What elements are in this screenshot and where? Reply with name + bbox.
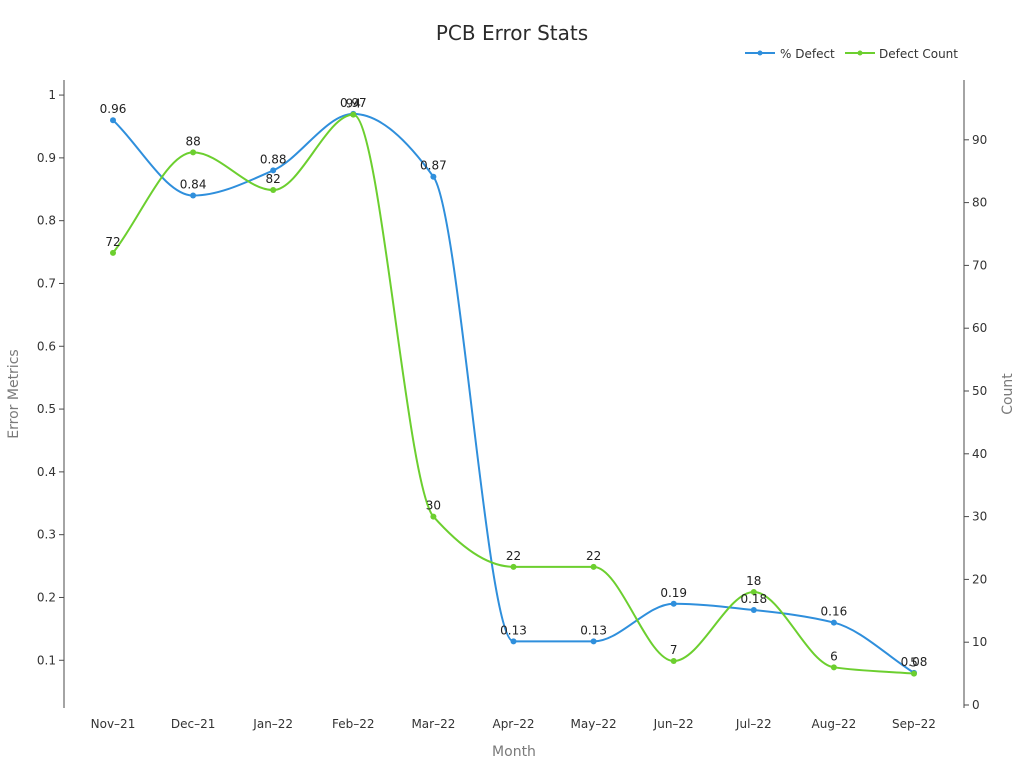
y-left-tick-label: 0.6	[37, 339, 56, 353]
data-point-percent-defect[interactable]	[270, 167, 277, 174]
x-tick-label: Mar–22	[411, 717, 455, 731]
x-tick-label: Aug–22	[812, 717, 857, 731]
data-point-percent-defect[interactable]	[510, 638, 517, 645]
x-tick-label: Feb–22	[332, 717, 375, 731]
data-point-defect-count[interactable]	[911, 670, 917, 677]
y-left-tick-label: 0.2	[37, 590, 56, 604]
x-tick-label: Apr–22	[492, 717, 534, 731]
chart-title: PCB Error Stats	[436, 21, 588, 45]
x-tick-label: Jan–22	[252, 717, 293, 731]
x-axis-ticks: Nov–21 Dec–21 Jan–22 Feb–22 Mar–22 Apr–22 May–…	[91, 717, 936, 731]
legend-marker-defect-count	[857, 50, 863, 56]
y-left-tick-label: 0.9	[37, 151, 56, 165]
data-label-defect-count: 82	[266, 172, 281, 186]
data-point-defect-count[interactable]	[110, 249, 116, 256]
x-tick-label: Dec–21	[171, 717, 216, 731]
data-point-defect-count[interactable]	[510, 563, 517, 570]
legend-item-defect-percent[interactable]: % Defect	[745, 47, 835, 61]
x-tick-label: May–22	[571, 717, 617, 731]
legend-marker-defect-percent	[757, 50, 763, 56]
data-label-defect-count: 7	[670, 643, 678, 657]
legend-label-defect-count: Defect Count	[879, 47, 958, 61]
data-point-defect-count[interactable]	[830, 664, 837, 671]
data-point-defect-count[interactable]	[350, 111, 357, 118]
data-label-percent-defect: 0.97	[340, 96, 367, 110]
data-point-defect-count[interactable]	[190, 149, 197, 156]
data-label-defect-count: 22	[506, 549, 521, 563]
data-label-defect-count: 30	[426, 499, 441, 513]
data-labels: 0.96 0.84 0.88 0.97 0.87 0.13 0.13 0.19 0.18 0.16…	[100, 96, 928, 670]
data-point-percent-defect[interactable]	[830, 619, 837, 626]
data-point-defect-count[interactable]	[270, 187, 277, 194]
x-axis-title: Month	[492, 744, 536, 760]
y-right-tick-label: 60	[972, 321, 987, 335]
data-label-percent-defect: 0.13	[500, 623, 527, 637]
legend-item-defect-count[interactable]: Defect Count	[845, 47, 958, 61]
y-right-tick-label: 80	[972, 196, 987, 210]
data-point-defect-count[interactable]	[590, 563, 597, 570]
data-point-percent-defect[interactable]	[110, 117, 116, 124]
series-line-percent-defect	[112, 112, 915, 674]
y-right-tick-label: 40	[972, 447, 987, 461]
data-point-defect-count[interactable]	[430, 513, 437, 520]
y-right-tick-label: 10	[972, 635, 987, 649]
data-label-percent-defect: 0.19	[660, 586, 687, 600]
x-tick-label: Jun–22	[653, 717, 694, 731]
data-label-defect-count: 72	[105, 235, 120, 249]
y-axis-left-ticks: 0.1 0.2 0.3 0.4 0.5 0.6 0.7 0.8 0.9 1	[37, 88, 64, 667]
data-label-defect-count: 88	[185, 134, 200, 148]
data-point-percent-defect[interactable]	[670, 600, 677, 607]
y-left-tick-label: 0.3	[37, 528, 56, 542]
y-left-tick-label: 1	[48, 88, 56, 102]
legend-label-defect-percent: % Defect	[780, 47, 835, 61]
series-lines	[112, 112, 915, 675]
y-left-tick-label: 0.7	[37, 276, 56, 290]
y-right-tick-label: 70	[972, 258, 987, 272]
y-right-tick-label: 30	[972, 510, 987, 524]
data-label-defect-count: 22	[586, 549, 601, 563]
data-point-percent-defect[interactable]	[190, 192, 197, 199]
y-right-tick-label: 0	[972, 698, 980, 712]
data-label-defect-count: 94	[346, 97, 361, 111]
data-label-defect-count: 18	[746, 574, 761, 588]
data-label-defect-count: 6	[830, 649, 838, 663]
y-left-tick-label: 0.8	[37, 214, 56, 228]
series-line-defect-count	[112, 113, 915, 675]
y-axis-right-title: Count	[1000, 373, 1016, 415]
y-left-tick-label: 0.4	[37, 465, 56, 479]
y-right-tick-label: 20	[972, 572, 987, 586]
x-tick-label: Sep–22	[892, 717, 936, 731]
y-right-tick-label: 50	[972, 384, 987, 398]
data-label-percent-defect: 0.84	[180, 178, 207, 192]
data-label-percent-defect: 0.87	[420, 159, 447, 173]
x-tick-label: Nov–21	[91, 717, 136, 731]
data-label-percent-defect: 0.16	[821, 605, 848, 619]
y-axis-left-title: Error Metrics	[6, 349, 22, 438]
data-label-percent-defect: 0.13	[580, 623, 607, 637]
data-label-percent-defect: 0.08	[901, 655, 928, 669]
data-point-percent-defect[interactable]	[430, 173, 437, 180]
y-axis-right-ticks: 0 10 20 30 40 50 60 70 80 90	[964, 133, 987, 712]
y-left-tick-label: 0.1	[37, 653, 56, 667]
data-point-defect-count[interactable]	[670, 658, 677, 665]
y-left-tick-label: 0.5	[37, 402, 56, 416]
data-point-percent-defect[interactable]	[750, 607, 757, 614]
y-right-tick-label: 90	[972, 133, 987, 147]
series-points	[110, 110, 917, 677]
data-point-defect-count[interactable]	[750, 588, 757, 595]
data-label-percent-defect: 0.18	[740, 592, 767, 606]
data-point-percent-defect[interactable]	[590, 638, 597, 645]
legend: % Defect Defect Count	[745, 47, 958, 61]
data-label-percent-defect: 0.96	[100, 102, 127, 116]
data-label-percent-defect: 0.88	[260, 152, 287, 166]
x-tick-label: Jul–22	[735, 717, 772, 731]
data-label-defect-count: 5	[910, 656, 918, 670]
